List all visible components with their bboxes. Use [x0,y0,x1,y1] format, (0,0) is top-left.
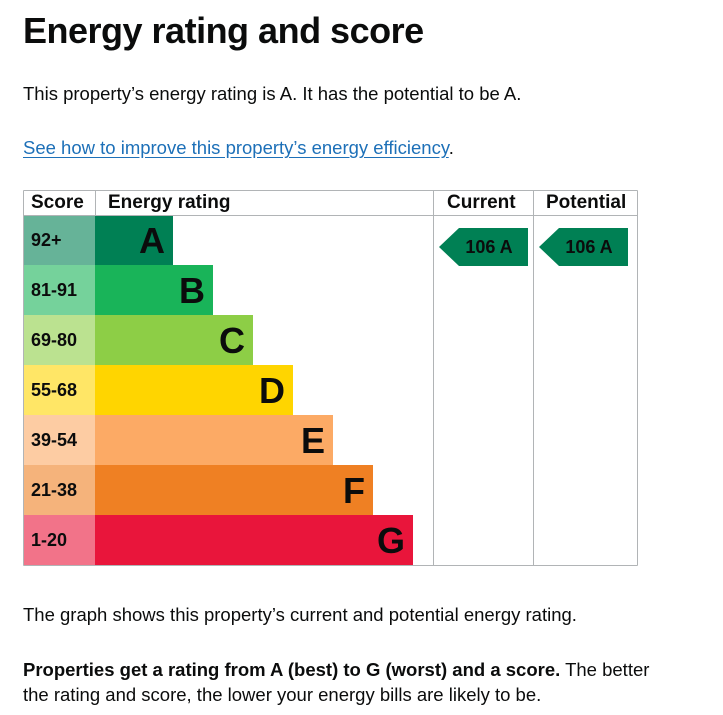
rating-bar-e [95,415,333,465]
header-potential: Potential [546,192,627,213]
potential-arrow [539,228,628,266]
graph-note: The graph shows this property’s current … [23,604,577,625]
rating-letter-f: F [343,470,365,511]
rating-letter-a: A [139,220,165,261]
rating-letter-g: G [377,520,405,561]
rating-letter-c: C [219,320,245,361]
potential-rating-label: 106 A [565,237,612,257]
rating-letter-d: D [259,370,285,411]
score-cell-b [23,265,95,315]
score-label-b: 81-91 [31,280,77,300]
ratings-explanation: Properties get a rating from A (best) to… [23,657,663,707]
current-arrow [439,228,528,266]
ratings-explanation-bold: Properties get a rating from A (best) to… [23,659,561,680]
rating-bar-g [95,515,413,565]
score-cell-a [23,215,95,265]
score-cell-d [23,365,95,415]
intro-text: This property’s energy rating is A. It h… [23,83,522,104]
page-title: Energy rating and score [23,10,424,51]
score-cell-e [23,415,95,465]
score-label-e: 39-54 [31,430,77,450]
current-rating-label: 106 A [465,237,512,257]
score-label-d: 55-68 [31,380,77,400]
score-cell-c [23,315,95,365]
rating-letter-e: E [301,420,325,461]
header-current: Current [447,192,516,213]
score-label-f: 21-38 [31,480,77,500]
energy-rating-chart: 92+ A 81-91 B 69-80 C 55-68 D 39-54 E 21-38 F 1-20 G 1… [23,190,638,566]
score-label-c: 69-80 [31,330,77,350]
score-label-g: 1-20 [31,530,67,550]
improve-efficiency-link[interactable]: See how to improve this property’s energ… [23,137,449,158]
score-cell-g [23,515,95,565]
score-label-a: 92+ [31,230,62,250]
rating-bar-c [95,315,253,365]
header-score: Score [31,192,84,213]
rating-bar-b [95,265,213,315]
header-energy-rating: Energy rating [108,192,231,213]
score-cell-f [23,465,95,515]
improve-link-suffix: . [448,137,454,158]
rating-bar-f [95,465,373,515]
rating-bar-a [95,215,173,265]
ratings-explanation-rest: The better the rating and score, the low… [23,659,650,705]
improve-paragraph: See how to improve this property’s energ… [23,135,454,160]
rating-bar-d [95,365,293,415]
rating-letter-b: B [179,270,205,311]
energy-rating-graph: 92+ A 81-91 B 69-80 C 55-68 D 39-54 E 21-38 F 1-20 G 1… [23,190,638,566]
